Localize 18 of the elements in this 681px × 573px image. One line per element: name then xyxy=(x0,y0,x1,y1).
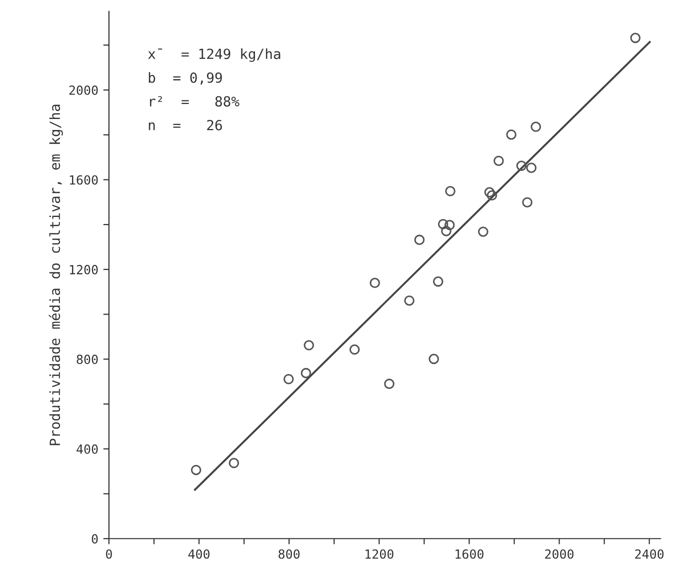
y-tick-label: 1200 xyxy=(70,264,98,274)
annotation: x̄ = 1249 kg/ha xyxy=(148,48,280,62)
annotation: b = 0,99 xyxy=(148,72,222,85)
x-tick-label: 400 xyxy=(188,549,210,559)
annotation: n = 26 xyxy=(148,120,222,130)
x-tick-label: 1600 xyxy=(456,549,484,559)
y-tick-label: 400 xyxy=(76,444,98,454)
y-tick-label: 1600 xyxy=(70,175,98,185)
y-tick-label: 0 xyxy=(92,534,98,544)
y-axis-title: Produtividade média do cultivar, em kg/ha xyxy=(48,104,63,446)
x-tick-label: 800 xyxy=(278,549,300,559)
x-tick-label: 2000 xyxy=(545,549,574,559)
y-tick-label: 800 xyxy=(76,354,98,364)
y-tick-label: 2000 xyxy=(69,85,98,95)
x-tick-label: 2400 xyxy=(635,549,664,559)
annotation: r² = 88% xyxy=(150,96,240,107)
x-tick-label: 0 xyxy=(106,549,112,559)
x-tick-label: 1200 xyxy=(366,549,394,559)
